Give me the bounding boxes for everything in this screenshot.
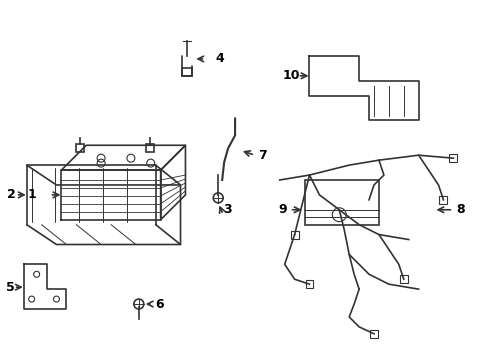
Bar [400,275,408,283]
Text: 1: 1 [27,188,36,201]
Text: 6: 6 [156,297,164,311]
Text: 10: 10 [283,69,300,82]
Bar [370,330,378,338]
Bar [440,196,447,204]
Bar [306,280,314,288]
Bar [76,144,84,152]
Bar [305,180,379,225]
Bar [146,144,154,152]
Bar [291,231,298,239]
Bar [449,154,457,162]
Text: 4: 4 [215,53,224,66]
Text: 9: 9 [278,203,287,216]
Text: 8: 8 [456,203,465,216]
Text: 7: 7 [258,149,267,162]
Bar [182,68,193,76]
Text: 2: 2 [7,188,16,201]
Text: 3: 3 [223,203,232,216]
Text: 5: 5 [6,281,15,294]
